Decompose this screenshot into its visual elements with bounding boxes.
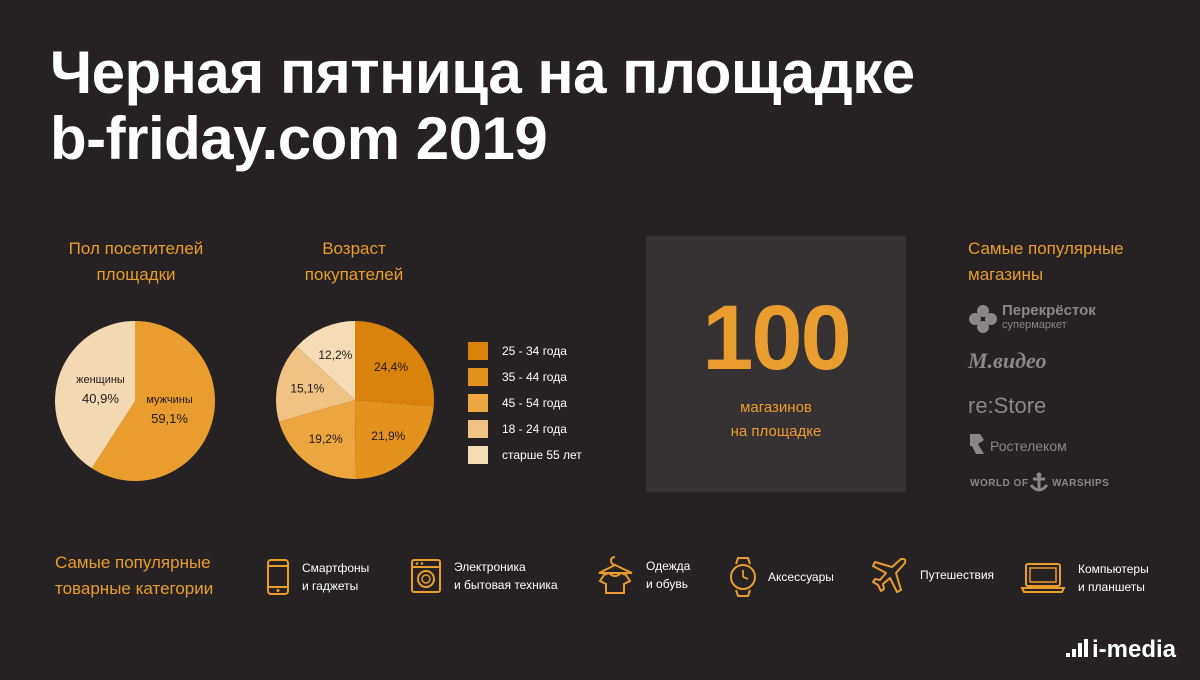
category-electronics-line1: Электроника — [454, 560, 526, 574]
age-chart-title-line2: покупателей — [304, 265, 404, 284]
age-legend-item: 18 - 24 года — [468, 416, 582, 442]
gender-chart-title: Пол посетителей площадки — [48, 236, 224, 288]
age-pie-slice-label-0: 24,4% — [374, 360, 408, 374]
perekrestok-sub: супермаркет — [1002, 319, 1067, 331]
laptop-icon — [1020, 563, 1066, 593]
wows-right: WARSHIPS — [1052, 478, 1110, 489]
age-legend-label: старше 55 лет — [502, 448, 582, 462]
perekrestok-logo-icon — [969, 305, 997, 333]
category-clothing-label: Одежда и обувь — [646, 557, 690, 593]
perekrestok-name: Перекрёсток — [1002, 302, 1096, 319]
gender-pie-slice-label-0: 59,1% — [151, 411, 188, 426]
popular-stores-title: Самые популярные магазины — [968, 236, 1124, 288]
age-pie-slice-label-2: 19,2% — [309, 432, 343, 446]
gender-pie-slice-name-1: женщины — [76, 374, 125, 386]
imedia-brand-name: i-media — [1091, 636, 1176, 663]
category-electronics-label: Электроника и бытовая техника — [454, 558, 558, 594]
category-smartphones-label: Смартфоны и гаджеты — [302, 559, 369, 595]
age-pie-slice-0 — [355, 321, 434, 407]
gender-pie-chart: мужчины 59,1% женщины 40,9% — [55, 321, 215, 481]
category-computers-line1: Компьютеры — [1078, 562, 1149, 576]
page-title: Черная пятница на площадке b-friday.com … — [50, 40, 915, 172]
popular-stores-title-line2: магазины — [968, 265, 1044, 284]
age-legend-swatch — [468, 446, 488, 464]
gender-pie-slice-label-1: 40,9% — [82, 391, 119, 406]
rostelecom-name: Ростелеком — [990, 438, 1067, 454]
age-legend-item: старше 55 лет — [468, 442, 582, 468]
gender-chart-title-line2: площадки — [96, 265, 176, 284]
popular-categories-title: Самые популярные товарные категории — [55, 550, 213, 602]
watch-icon — [730, 557, 756, 597]
category-clothing-line2: и обувь — [646, 577, 688, 591]
gender-pie-slice-0 — [91, 321, 215, 481]
age-legend-label: 25 - 34 года — [502, 344, 567, 358]
gender-chart-title-line1: Пол посетителей — [68, 239, 204, 258]
gender-pie-slice-name-0: мужчины — [146, 394, 192, 406]
age-pie-chart: 24,4% 21,9% 19,2% 15,1% 12,2% — [276, 321, 434, 479]
category-travel: Путешествия — [872, 556, 994, 594]
age-legend-item: 25 - 34 года — [468, 338, 582, 364]
store-logo-world-of-warships: WORLD OF WARSHIPS — [970, 470, 1120, 496]
imedia-brand: i-media — [1065, 636, 1176, 664]
category-accessories-line1: Аксессуары — [768, 570, 834, 584]
category-smartphones: Смартфоны и гаджеты — [266, 558, 369, 596]
page-title-line2: b-friday.com 2019 — [50, 105, 548, 172]
category-travel-label: Путешествия — [920, 566, 994, 584]
stores-count-caption-line1: магазинов — [740, 399, 812, 416]
category-computers-label: Компьютеры и планшеты — [1078, 560, 1149, 596]
popular-stores-title-line1: Самые популярные — [968, 239, 1124, 258]
age-legend-label: 18 - 24 года — [502, 422, 567, 436]
airplane-icon — [872, 558, 907, 593]
age-pie-slice-1 — [355, 400, 434, 479]
age-pie-slice-label-3: 15,1% — [290, 382, 324, 396]
age-legend-swatch — [468, 368, 488, 386]
age-chart-title-line1: Возраст — [322, 239, 386, 258]
category-clothing: Одежда и обувь — [596, 555, 690, 595]
age-legend-label: 35 - 44 года — [502, 370, 567, 384]
category-computers-line2: и планшеты — [1078, 580, 1145, 594]
age-legend: 25 - 34 года 35 - 44 года 45 - 54 года 18 -… — [468, 338, 582, 468]
store-logo-restore: re:Store — [968, 393, 1047, 418]
popular-categories-title-line1: Самые популярные — [55, 553, 211, 572]
age-pie-slice-label-4: 12,2% — [318, 348, 352, 362]
category-accessories-label: Аксессуары — [768, 568, 834, 586]
rostelecom-logo-icon — [970, 434, 984, 454]
category-computers: Компьютеры и планшеты — [1020, 560, 1149, 596]
category-travel-line1: Путешествия — [920, 568, 995, 582]
stores-count: 100 — [702, 287, 852, 389]
age-chart-title: Возраст покупателей — [270, 236, 438, 288]
age-pie-slice-3 — [276, 346, 355, 422]
age-legend-swatch — [468, 420, 488, 438]
age-pie-slice-2 — [279, 400, 356, 479]
store-logo-mvideo: М.видео — [968, 348, 1047, 373]
age-legend-item: 45 - 54 года — [468, 390, 582, 416]
category-electronics: Электроника и бытовая техника — [410, 558, 558, 594]
wows-left: WORLD OF — [970, 478, 1029, 489]
page-title-line1: Черная пятница на площадке — [50, 39, 915, 106]
smartphone-icon — [267, 559, 289, 595]
category-smartphones-line2: и гаджеты — [302, 579, 359, 593]
category-clothing-line1: Одежда — [646, 559, 691, 573]
tshirt-icon — [598, 556, 633, 594]
stores-count-caption-line2: на площадке — [730, 423, 822, 440]
category-electronics-line2: и бытовая техника — [454, 578, 558, 592]
age-legend-swatch — [468, 342, 488, 360]
popular-categories-title-line2: товарные категории — [55, 579, 214, 598]
washing-machine-icon — [411, 559, 441, 593]
imedia-logo-icon — [1065, 639, 1088, 657]
category-accessories: Аксессуары — [730, 556, 834, 598]
stores-count-box: 100 магазинов на площадке — [646, 236, 906, 492]
stores-count-caption: магазинов на площадке — [646, 396, 906, 444]
age-pie-slice-label-1: 21,9% — [371, 429, 405, 443]
age-pie-slice-4 — [296, 321, 355, 400]
warships-anchor-icon — [1029, 472, 1049, 492]
age-legend-item: 35 - 44 года — [468, 364, 582, 390]
age-legend-label: 45 - 54 года — [502, 396, 567, 410]
category-smartphones-line1: Смартфоны — [302, 561, 370, 575]
age-legend-swatch — [468, 394, 488, 412]
gender-pie-slice-1 — [55, 321, 135, 469]
